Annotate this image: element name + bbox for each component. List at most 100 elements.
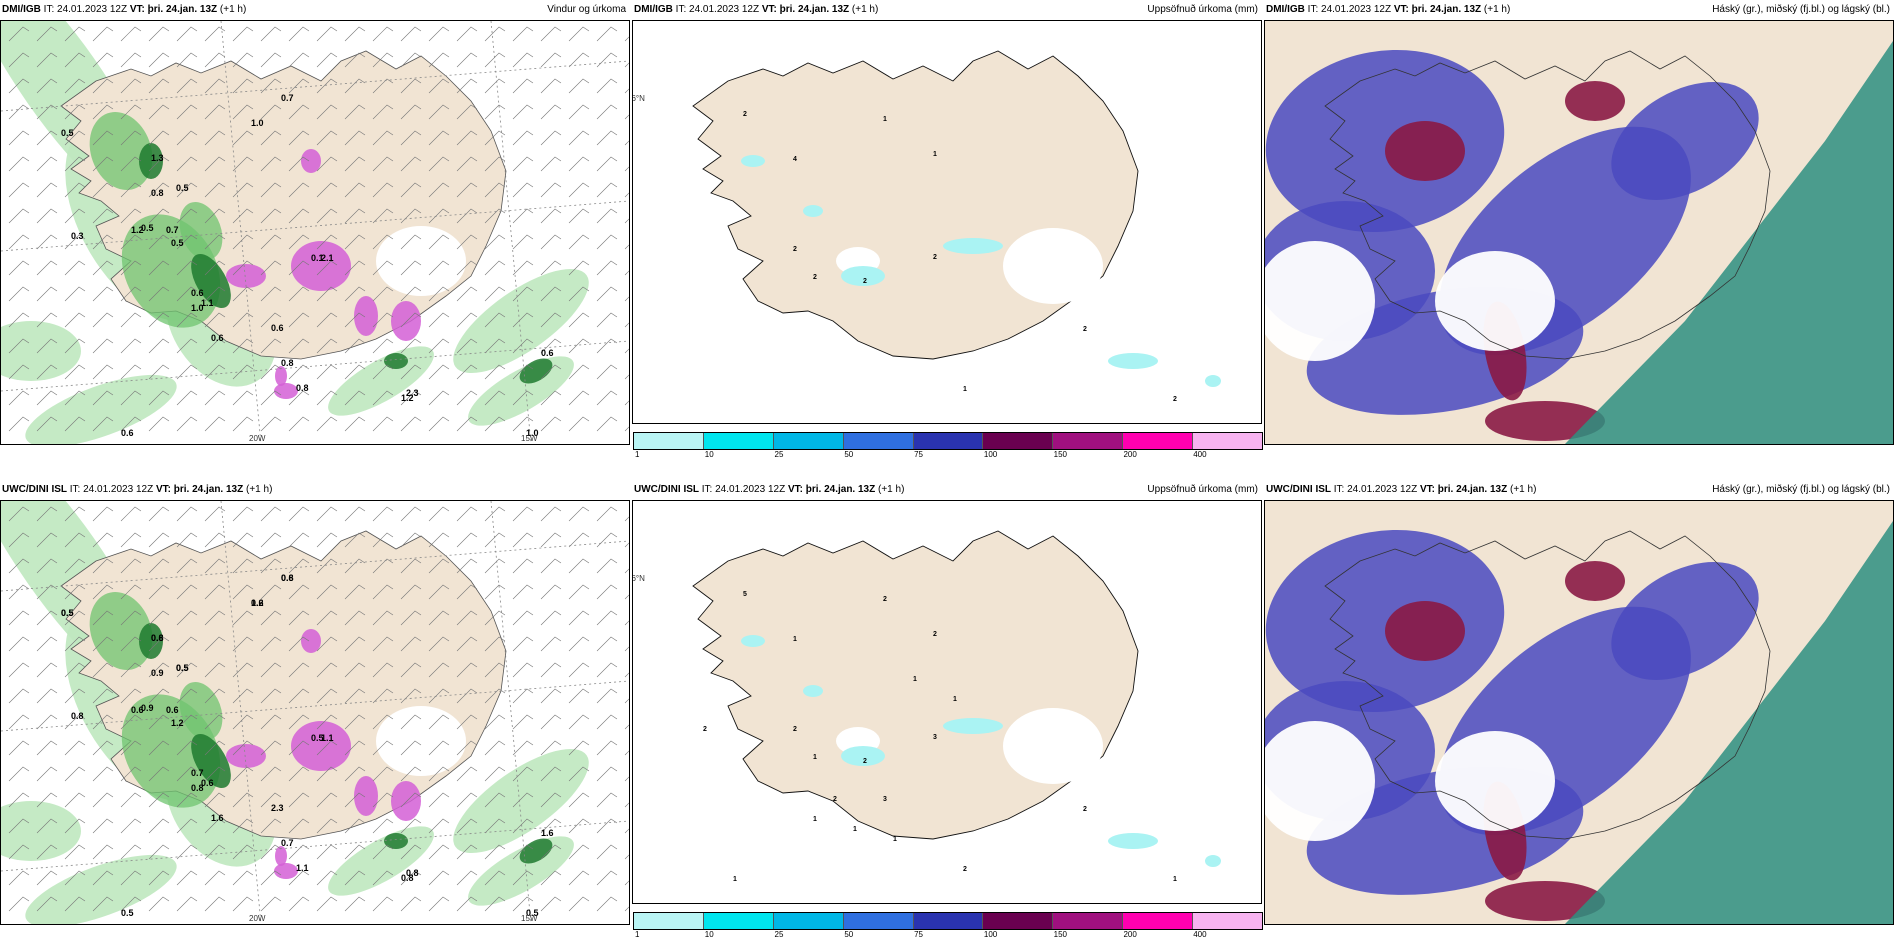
precip-heavy [191, 253, 231, 309]
accum-label: 2 [813, 274, 817, 281]
map-panel: DMI/IGB IT: 24.01.2023 12Z VT: þri. 24.j… [632, 0, 1263, 459]
panel-title: DMI/IGB IT: 24.01.2023 12Z VT: þri. 24.j… [634, 0, 878, 20]
wind-barb [512, 558, 534, 574]
wind-barb [8, 506, 30, 522]
wind-barb [372, 506, 394, 522]
colorbar-swatch [1053, 913, 1124, 929]
map-canvas[interactable]: 0.7 1.0 0.5 1.3 0.5 0.8 0.5 0.5 0.7 1.2 0.3 0.1 2.1 0… [0, 20, 630, 445]
wind-barb [484, 844, 506, 860]
clear-sky-area [1265, 241, 1375, 361]
field-title: Háský (gr.), miðský (fj.bl.) og lágský (… [1712, 4, 1890, 15]
map-canvas[interactable]: 0.6 0.6 0.5 0.8 0.5 0.9 0.9 1.2 0.6 0.6 0.8 0.5 1.1 0… [0, 500, 630, 925]
wind-barb [344, 286, 366, 302]
wind-barb [204, 558, 226, 574]
wind-barb [176, 52, 198, 68]
colorbar-swatch [634, 433, 704, 449]
colorbar-swatches [633, 912, 1263, 930]
precip-heavy [191, 733, 231, 789]
wind-barb [344, 182, 366, 198]
wind-barb [176, 714, 198, 730]
wind-barb [64, 130, 86, 146]
wind-barb [568, 532, 590, 548]
wind-barb [568, 506, 590, 522]
model-name: UWC/DINI ISL [1266, 484, 1331, 495]
contour-label: 1.0 [191, 303, 204, 313]
precip-heavy [139, 143, 163, 179]
wind-barb [540, 260, 562, 276]
wind-barb [400, 844, 422, 860]
precip-moderate [89, 592, 153, 670]
wind-barb [568, 844, 590, 860]
colorbar-tick-label: 10 [704, 450, 714, 459]
contour-label: 0.6 [121, 428, 134, 438]
contour-label: 1.1 [296, 863, 309, 873]
high-cloud-area [1565, 41, 1893, 444]
it-label: IT: [701, 484, 713, 495]
initial-time: 24.01.2023 12Z [689, 4, 760, 15]
wind-barb [344, 78, 366, 94]
wind-barb [120, 662, 142, 678]
contour-label: 0.6 [271, 323, 284, 333]
wind-barb [64, 364, 86, 380]
wind-barb [260, 26, 282, 42]
wind-barb [8, 364, 30, 380]
wind-barb [120, 260, 142, 276]
precip-heavy [519, 838, 553, 864]
wind-barb [344, 532, 366, 548]
wind-barb [596, 844, 618, 860]
wind-barb [92, 844, 114, 860]
wind-barb [8, 52, 30, 68]
accum-label: 3 [933, 734, 937, 741]
wind-barb [176, 26, 198, 42]
wind-barb [316, 688, 338, 704]
colorbar-swatch [843, 913, 914, 929]
wind-barb [344, 636, 366, 652]
initial-time: 24.01.2023 12Z [1321, 4, 1392, 15]
wind-barb [540, 286, 562, 302]
contour-label: 0.7 [166, 225, 179, 235]
wind-barb [260, 870, 282, 886]
wind-barb [288, 130, 310, 146]
wind-barb [260, 896, 282, 912]
mid-cloud-area [1611, 82, 1759, 200]
map-canvas[interactable] [1264, 500, 1894, 925]
it-label: IT: [69, 484, 81, 495]
vt-label: VT: [761, 4, 777, 15]
contour-label: 0.5 [61, 608, 74, 618]
dry-area [376, 706, 466, 776]
map-canvas[interactable]: 5 2 2 1 1 2 3 2 2 1 2 2 3 1 2 1 1 1 1 1 66°N [632, 500, 1262, 904]
wind-barb [204, 104, 226, 120]
initial-time: 24.01.2023 12Z [715, 484, 786, 495]
wind-barb [176, 286, 198, 302]
wind-barb [288, 364, 310, 380]
wind-barb [288, 506, 310, 522]
wind-barb [372, 156, 394, 172]
wind-barb [484, 286, 506, 302]
wind-barb [64, 688, 86, 704]
snow-area [275, 846, 287, 866]
wind-barb [316, 208, 338, 224]
accum-label: 2 [883, 596, 887, 603]
wind-barb [316, 130, 338, 146]
precip-colorbar: 1 10 25 50 75 100 150 200 400 [632, 432, 1263, 459]
wind-barb [232, 156, 254, 172]
wind-barb [428, 78, 450, 94]
low-cloud-area [1385, 121, 1465, 181]
wind-barb [36, 558, 58, 574]
wind-barb [568, 286, 590, 302]
wind-barb [344, 364, 366, 380]
accum-label: 2 [743, 111, 747, 118]
wind-barb [36, 506, 58, 522]
wind-barb [428, 896, 450, 912]
wind-barb [260, 78, 282, 94]
map-panel: DMI/IGB IT: 24.01.2023 12Z VT: þri. 24.j… [0, 0, 630, 445]
low-cloud-area [1565, 81, 1625, 121]
wind-barb [176, 416, 198, 432]
map-canvas[interactable] [1264, 20, 1894, 445]
wind-barb [260, 364, 282, 380]
map-canvas[interactable]: 2 1 1 4 2 2 2 2 1 2 2 66°N [632, 20, 1262, 424]
wind-barb [372, 260, 394, 276]
colorbar-tick-label: 25 [774, 930, 784, 939]
clear-sky-area [1435, 731, 1555, 831]
wind-barb [64, 662, 86, 678]
